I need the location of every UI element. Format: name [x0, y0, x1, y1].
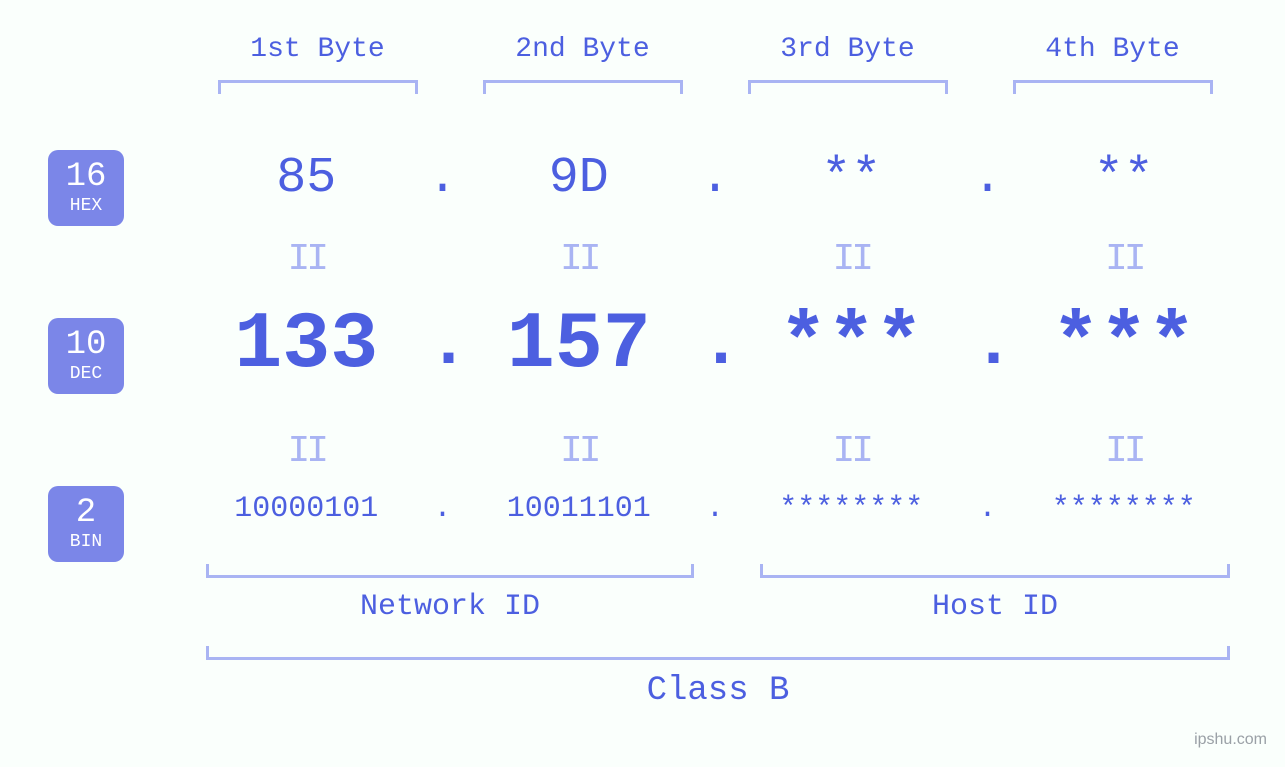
hex-row: 85 . 9D . ** . ** — [185, 150, 1245, 207]
bracket-class — [206, 646, 1230, 660]
bracket-host-id — [760, 564, 1230, 578]
badge-bin: 2 BIN — [48, 486, 124, 562]
bracket-byte-4 — [1013, 80, 1213, 94]
badge-dec-num: 10 — [66, 327, 107, 364]
eq1-3: II — [730, 238, 973, 281]
bin-row: 10000101 . 10011101 . ******** . *******… — [185, 492, 1245, 526]
eq2-3: II — [730, 430, 973, 473]
hex-byte-4: ** — [1003, 150, 1246, 207]
bin-byte-2: 10011101 — [458, 492, 701, 526]
hex-sep-3: . — [973, 150, 1003, 207]
byte-header-2: 2nd Byte — [450, 34, 715, 65]
badge-dec-label: DEC — [70, 365, 102, 385]
hex-sep-2: . — [700, 150, 730, 207]
bracket-byte-1 — [218, 80, 418, 94]
hex-byte-2: 9D — [458, 150, 701, 207]
eq1-4: II — [1003, 238, 1246, 281]
byte-header-4: 4th Byte — [980, 34, 1245, 65]
bracket-byte-2 — [483, 80, 683, 94]
byte-header-3: 3rd Byte — [715, 34, 980, 65]
eq1-1: II — [185, 238, 428, 281]
byte-brackets-top — [185, 80, 1245, 94]
byte-header-1: 1st Byte — [185, 34, 450, 65]
byte-headers-row: 1st Byte 2nd Byte 3rd Byte 4th Byte — [185, 34, 1245, 65]
dec-sep-2: . — [700, 306, 730, 385]
badge-bin-label: BIN — [70, 533, 102, 553]
dec-byte-4: *** — [1003, 300, 1246, 391]
bracket-byte-3 — [748, 80, 948, 94]
badge-bin-num: 2 — [76, 495, 96, 532]
dec-row: 133 . 157 . *** . *** — [185, 300, 1245, 391]
eq2-4: II — [1003, 430, 1246, 473]
dec-sep-1: . — [428, 306, 458, 385]
eq2-1: II — [185, 430, 428, 473]
dec-byte-1: 133 — [185, 300, 428, 391]
dec-byte-3: *** — [730, 300, 973, 391]
eq1-2: II — [458, 238, 701, 281]
eq2-2: II — [458, 430, 701, 473]
hex-byte-3: ** — [730, 150, 973, 207]
equals-row-2: II II II II — [185, 430, 1245, 473]
bin-sep-2: . — [700, 492, 730, 526]
dec-sep-3: . — [973, 306, 1003, 385]
badge-hex-label: HEX — [70, 197, 102, 217]
watermark: ipshu.com — [1194, 731, 1267, 749]
label-host-id: Host ID — [760, 590, 1230, 624]
badge-hex: 16 HEX — [48, 150, 124, 226]
bracket-network-id — [206, 564, 694, 578]
label-network-id: Network ID — [206, 590, 694, 624]
hex-byte-1: 85 — [185, 150, 428, 207]
label-class: Class B — [206, 672, 1230, 710]
equals-row-1: II II II II — [185, 238, 1245, 281]
bin-byte-1: 10000101 — [185, 492, 428, 526]
badge-dec: 10 DEC — [48, 318, 124, 394]
bin-sep-3: . — [973, 492, 1003, 526]
bin-byte-3: ******** — [730, 492, 973, 526]
hex-sep-1: . — [428, 150, 458, 207]
bin-byte-4: ******** — [1003, 492, 1246, 526]
dec-byte-2: 157 — [458, 300, 701, 391]
badge-hex-num: 16 — [66, 159, 107, 196]
bin-sep-1: . — [428, 492, 458, 526]
